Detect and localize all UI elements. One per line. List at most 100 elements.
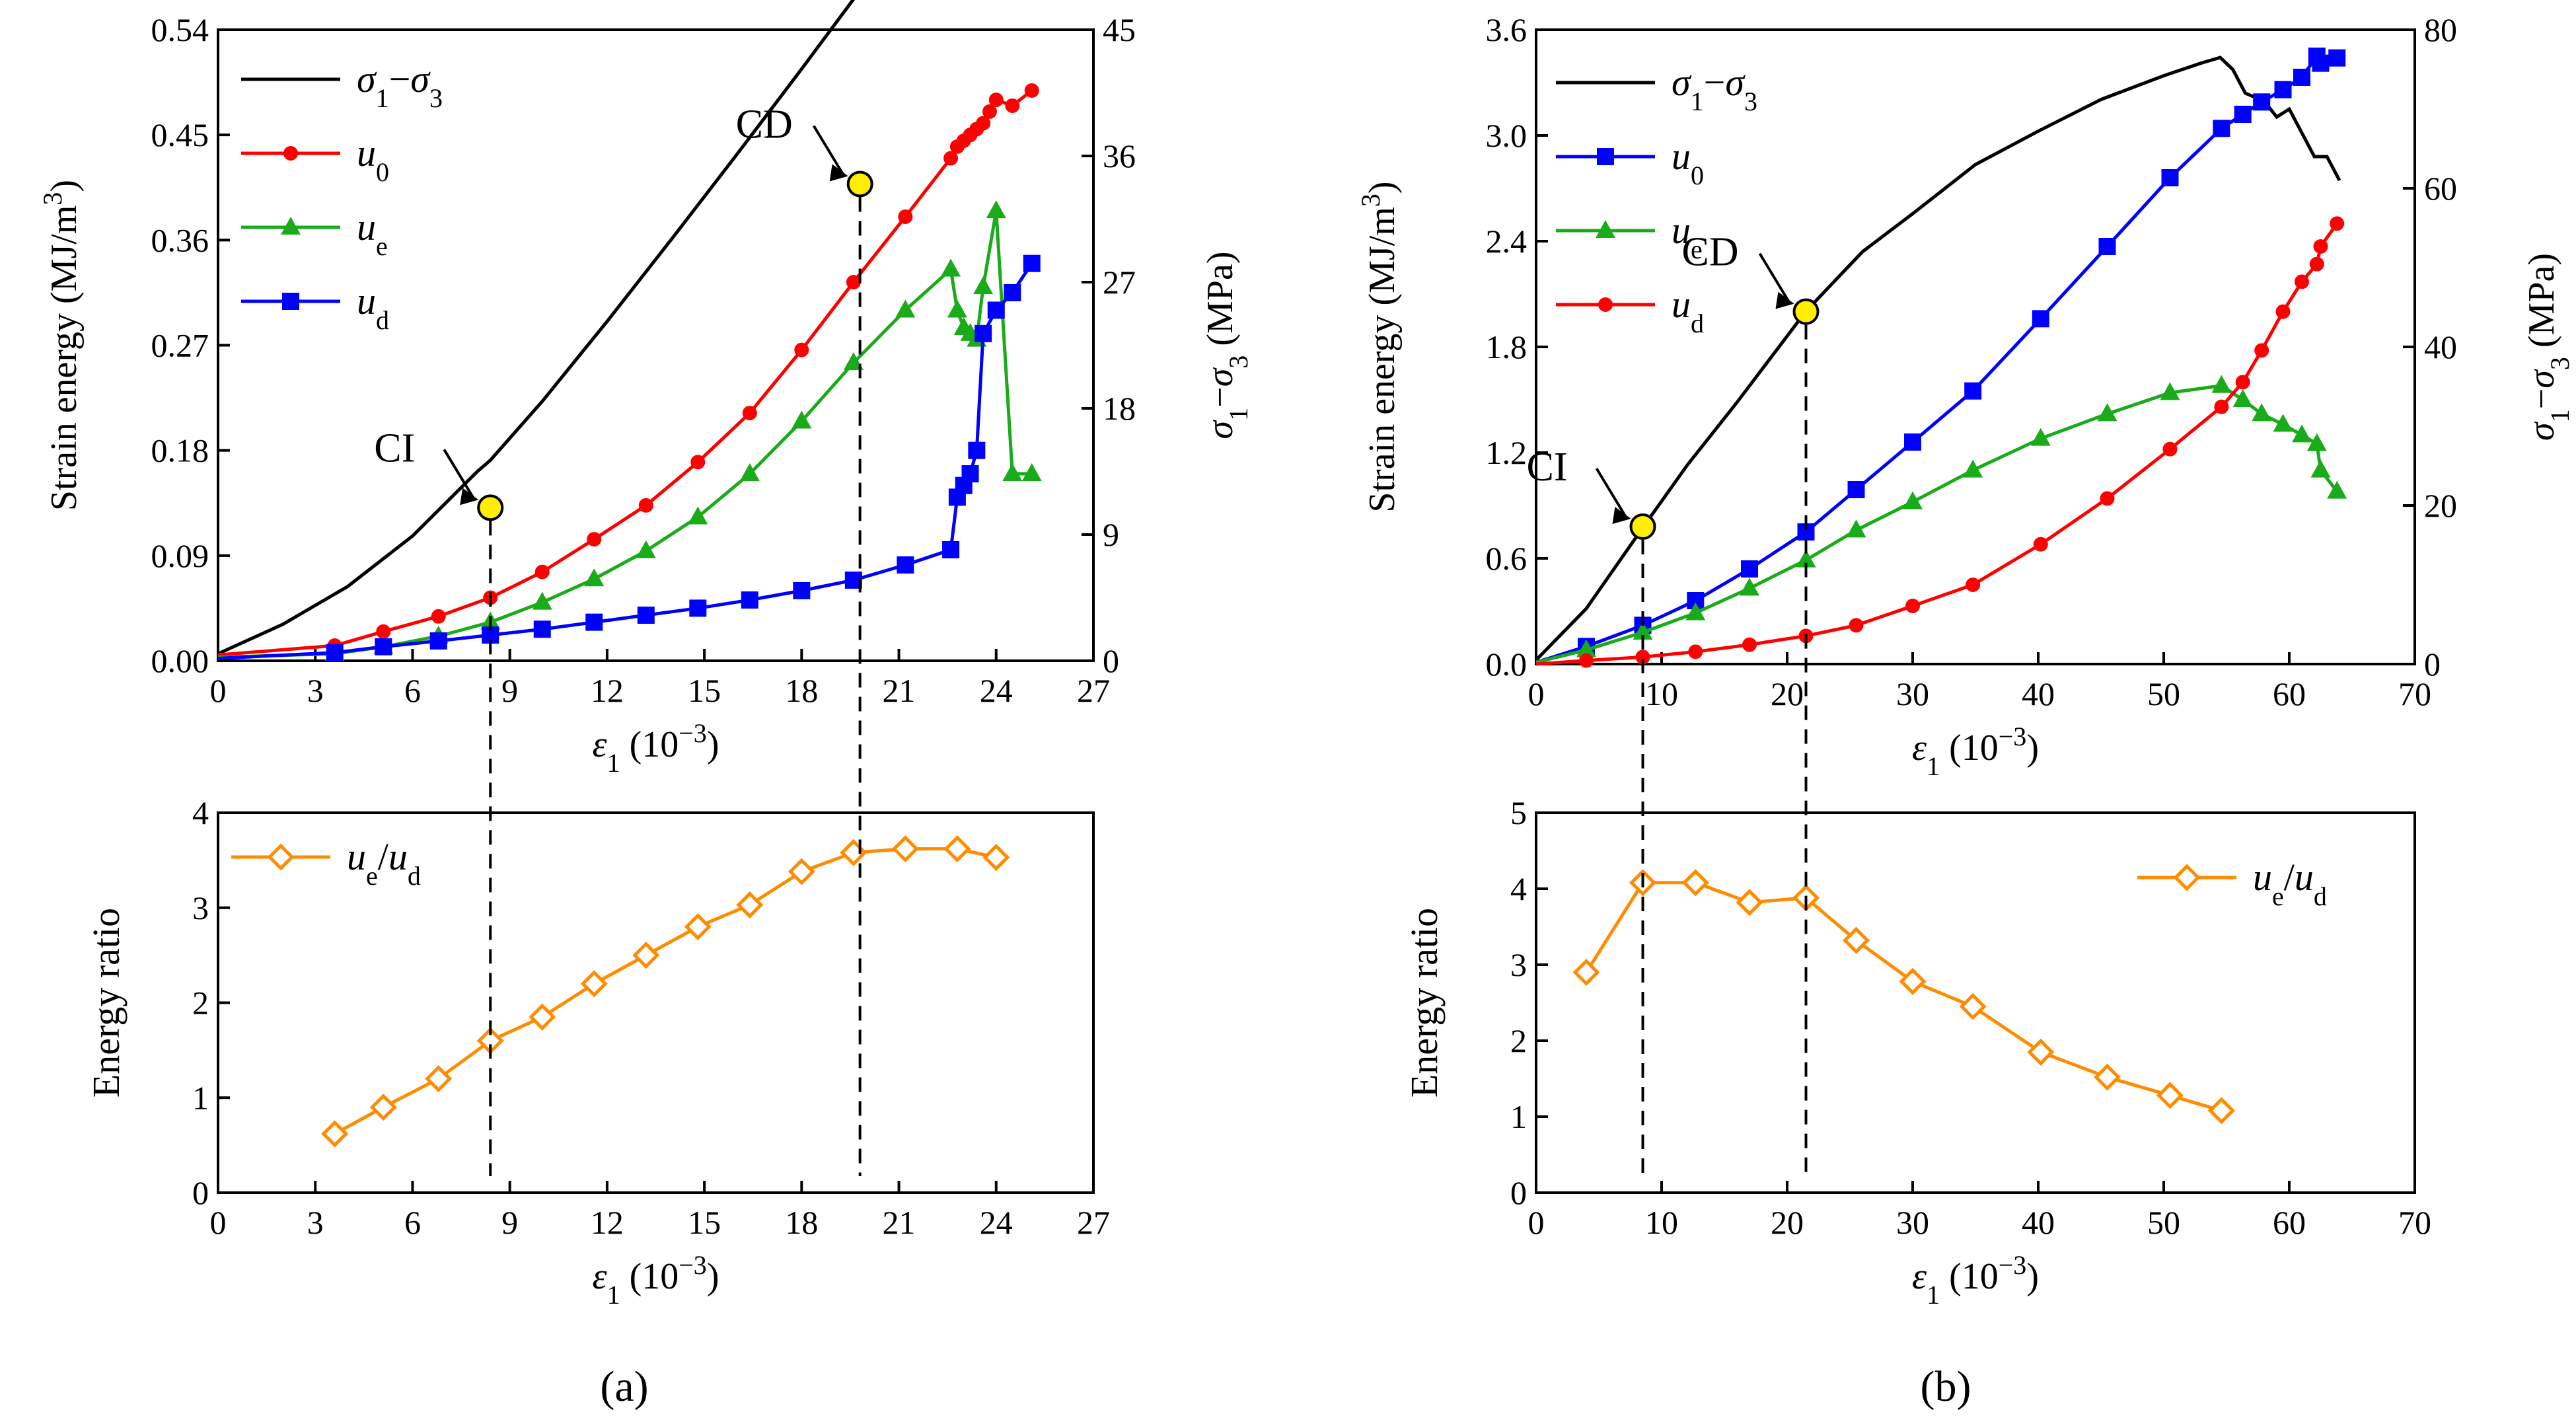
data-point <box>2214 399 2229 414</box>
data-point <box>1685 602 1706 620</box>
data-point <box>742 406 757 421</box>
series-line <box>1535 53 2337 664</box>
data-point <box>976 116 991 131</box>
legend-label: ue/ud <box>347 835 421 891</box>
data-point <box>638 498 653 513</box>
x-tick-label: 18 <box>785 1204 818 1241</box>
legend-marker <box>1597 148 1614 165</box>
data-point <box>2097 403 2117 422</box>
x-tick-label: 10 <box>1645 675 1678 712</box>
data-point <box>1002 463 1023 482</box>
y-tick-label: 1.8 <box>1486 328 1527 365</box>
data-point <box>788 858 815 885</box>
annotation-arrow <box>1758 252 1792 305</box>
x-tick-label: 15 <box>688 1204 721 1241</box>
y2-tick-label: 80 <box>2424 11 2457 48</box>
y2-axis-label: σ1−σ3 (MPa) <box>2521 253 2575 441</box>
x-tick-label: 18 <box>785 672 818 709</box>
data-point <box>375 638 392 655</box>
data-point <box>794 342 809 357</box>
y-tick-label: 5 <box>1510 794 1527 831</box>
data-point <box>2033 537 2048 552</box>
data-point <box>580 970 608 998</box>
x-tick-label: 27 <box>1077 672 1110 709</box>
series-ue/ud <box>321 835 1010 1148</box>
data-point <box>2160 382 2180 400</box>
data-point <box>2156 1082 2184 1109</box>
legend-marker <box>267 843 295 871</box>
data-point <box>895 299 916 318</box>
data-point <box>961 465 979 483</box>
data-point <box>1005 98 1020 113</box>
y-tick-label: 2.4 <box>1486 223 1527 260</box>
y-tick-label: 4 <box>192 794 209 831</box>
data-point <box>587 532 602 547</box>
legend-label: σ1−σ3 <box>357 57 443 113</box>
data-point <box>2309 256 2324 272</box>
panel-b-energy-ratio-chart: 0 10 20 30 40 50 60 70 0 1 2 3 4 5 ε1 (10−3) Energy rat… <box>1403 794 2431 1310</box>
data-point <box>1966 578 1981 592</box>
x-axis-label: ε1 (10−3) <box>593 1250 719 1310</box>
annotation-arrowhead <box>460 488 479 505</box>
data-point <box>973 276 994 295</box>
data-point <box>843 352 864 371</box>
data-point <box>987 301 1005 319</box>
data-point <box>1024 83 1039 98</box>
data-point <box>1740 578 1759 596</box>
series-line <box>217 210 1032 659</box>
panel-b-strain-energy-chart: 0 10 20 30 40 50 60 70 0.0 0.6 1.2 1.8 2.4 3.0 3.6 0 20 4… <box>1356 11 2575 781</box>
annotation-label: CI <box>1527 445 1568 490</box>
data-point <box>1842 926 1870 954</box>
data-point <box>982 844 1010 872</box>
y-tick-label: 4 <box>1510 870 1527 907</box>
x-tick-label: 24 <box>980 1204 1013 1241</box>
y-tick-label: 0.36 <box>151 221 209 258</box>
x-tick-label: 0 <box>210 1204 227 1241</box>
y-tick-label: 0.0 <box>1486 646 1527 683</box>
x-tick-label: 0 <box>210 672 227 709</box>
stage-point <box>1629 513 1656 540</box>
x-tick-label: 0 <box>1528 1204 1545 1241</box>
data-point <box>982 104 997 119</box>
data-point <box>2292 424 2312 443</box>
data-point <box>2098 238 2116 255</box>
legend-label: ue/ud <box>2253 856 2327 911</box>
x-tick-label: 12 <box>591 672 624 709</box>
x-tick-label: 10 <box>1645 1204 1678 1241</box>
y-tick-label: 0.00 <box>151 642 209 679</box>
data-point <box>637 607 655 624</box>
data-point <box>1633 622 1653 640</box>
stage-point <box>477 494 504 521</box>
data-point <box>986 200 1006 219</box>
data-point <box>2313 239 2328 254</box>
data-point <box>1796 549 1816 568</box>
x-tick-label: 12 <box>591 1204 624 1241</box>
data-point <box>2327 480 2347 499</box>
y-tick-label: 0.09 <box>151 537 209 574</box>
series-line <box>1535 222 2339 666</box>
y2-tick-label: 20 <box>2424 487 2457 524</box>
data-point <box>739 463 760 482</box>
data-point <box>1899 967 1927 995</box>
x-tick-label: 27 <box>1077 1204 1110 1241</box>
y-tick-label: 1.2 <box>1486 434 1527 471</box>
data-point <box>632 942 660 969</box>
data-point <box>1021 463 1042 482</box>
series-σ1−σ3 <box>217 0 856 655</box>
x-tick-label: 6 <box>404 672 421 709</box>
data-point <box>1742 637 1757 652</box>
y2-tick-label: 9 <box>1103 516 1119 553</box>
data-point <box>2211 375 2232 393</box>
series-u0 <box>217 83 1039 657</box>
data-point <box>1847 481 1865 498</box>
annotation-label: CD <box>1681 230 1738 275</box>
data-point <box>2275 304 2291 319</box>
series-ue/ud <box>1572 869 2235 1125</box>
y-tick-label: 0.54 <box>151 11 209 48</box>
series-line <box>1584 881 2223 1113</box>
series-ud <box>217 254 1041 661</box>
data-point <box>321 1120 349 1148</box>
data-point <box>688 506 708 525</box>
x-axis-label: ε1 (10−3) <box>593 718 719 778</box>
